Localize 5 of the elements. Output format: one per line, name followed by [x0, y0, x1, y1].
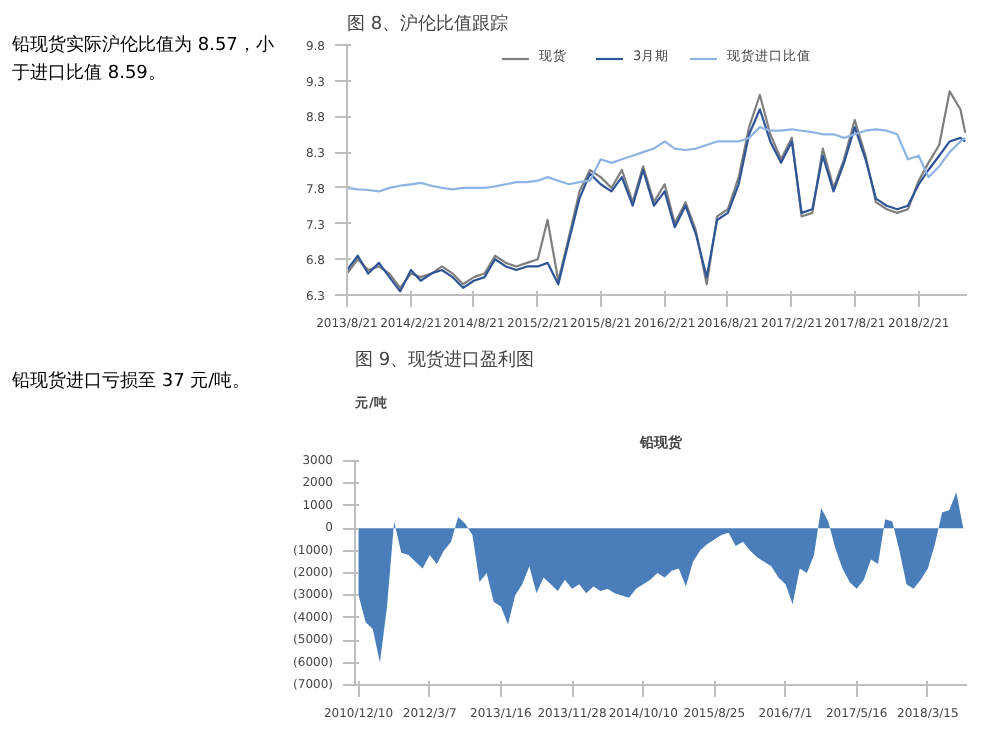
- chart-title: 图 9、现货进口盈利图: [355, 349, 535, 371]
- text: 铅现货进口亏损至 37 元/吨。: [12, 369, 251, 396]
- chart-title: 图 8、沪伦比值跟踪: [347, 13, 509, 35]
- text: 铅现货实际沪伦比值为 8.57，小于进口比值 8.59。: [12, 33, 276, 89]
- line-series: [347, 126, 967, 193]
